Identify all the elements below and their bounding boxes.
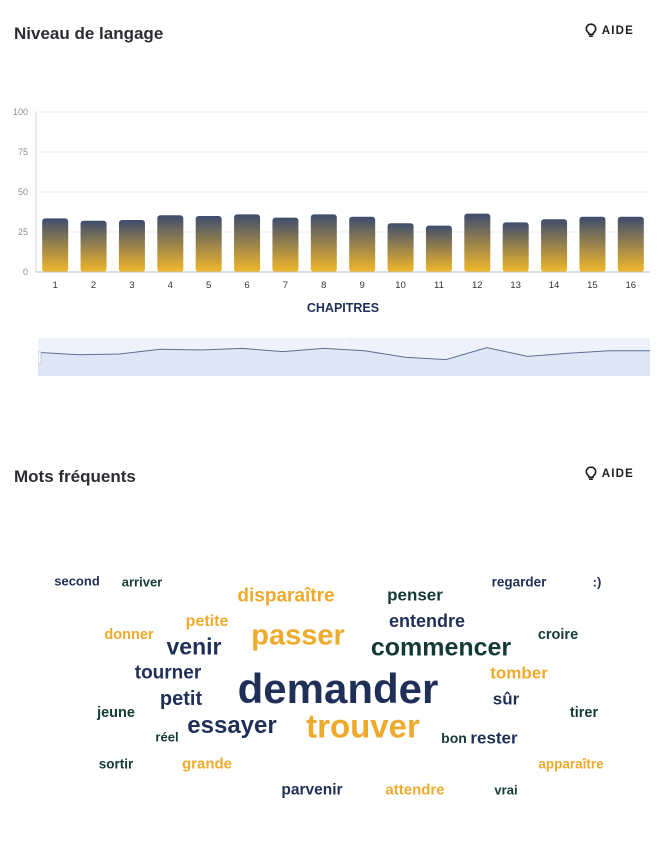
words-help-label: AIDE — [601, 468, 634, 480]
word-tomber: tomber — [490, 663, 548, 683]
lightbulb-icon — [585, 23, 597, 37]
x-tick-label: 1 — [53, 280, 58, 291]
word-regarder: regarder — [491, 574, 547, 590]
word-petit: petit — [159, 688, 203, 710]
word-passer: passer — [251, 619, 345, 652]
word-donner: donner — [104, 626, 154, 643]
words-section-title: Mots fréquents — [14, 467, 136, 486]
word-smiley: :) — [592, 574, 602, 590]
level-help-label: AIDE — [601, 25, 634, 37]
word-penser: penser — [387, 585, 443, 605]
bar-chapter-4[interactable] — [157, 215, 184, 272]
word-commencer: commencer — [370, 633, 512, 662]
x-tick-label: 7 — [283, 280, 288, 291]
bar-chapter-15[interactable] — [579, 216, 606, 272]
y-tick-label: 50 — [18, 187, 28, 197]
word-sûr: sûr — [492, 689, 520, 709]
word-tirer: tirer — [569, 704, 599, 721]
word-apparaître: apparaître — [538, 756, 604, 772]
x-tick-label: 16 — [626, 280, 637, 291]
x-tick-label: 13 — [510, 280, 521, 291]
navigator-area — [38, 347, 650, 376]
bar-chapter-6[interactable] — [234, 214, 261, 272]
x-tick-label: 11 — [434, 280, 444, 291]
word-sortir: sortir — [98, 756, 134, 772]
bar-chapter-11[interactable] — [425, 225, 452, 272]
x-tick-label: 12 — [472, 280, 483, 291]
word-vrai: vrai — [494, 782, 518, 798]
words-help-button[interactable]: AIDE — [585, 466, 634, 482]
word-trouver: trouver — [306, 707, 420, 745]
bar-chapter-10[interactable] — [387, 223, 414, 272]
word-entendre: entendre — [388, 611, 466, 631]
y-tick-label: 0 — [23, 267, 28, 277]
y-tick-label: 75 — [18, 147, 28, 157]
bar-chapter-2[interactable] — [80, 220, 107, 272]
x-tick-label: 4 — [168, 280, 173, 291]
word-cloud: second arriver regarder:) disparaître penser… — [0, 560, 663, 810]
x-tick-label: 10 — [395, 280, 406, 291]
navigator-line — [38, 347, 650, 361]
navigator-left-handle[interactable] — [38, 351, 42, 365]
bar-chapter-7[interactable] — [272, 217, 299, 272]
word-bon: bon — [441, 730, 467, 746]
lightbulb-icon — [585, 466, 597, 480]
bar-chapter-1[interactable] — [42, 218, 69, 272]
y-tick-label: 25 — [18, 227, 28, 237]
x-axis-title: CHAPITRES — [307, 301, 379, 315]
x-tick-label: 9 — [360, 280, 365, 291]
x-tick-label: 15 — [587, 280, 598, 291]
x-tick-label: 6 — [244, 280, 249, 291]
level-help-button[interactable]: AIDE — [585, 23, 634, 39]
range-navigator[interactable] — [38, 338, 650, 376]
word-essayer: essayer — [187, 712, 277, 739]
word-rester: rester — [470, 728, 518, 748]
bar-chapter-13[interactable] — [502, 222, 529, 272]
bar-chapter-16[interactable] — [617, 216, 644, 272]
word-second: second — [54, 573, 100, 589]
word-jeune: jeune — [97, 704, 135, 721]
word-venir: venir — [166, 633, 222, 660]
word-grande: grande — [181, 755, 233, 773]
bar-chapter-5[interactable] — [195, 216, 222, 272]
x-tick-label: 8 — [321, 280, 326, 291]
word-petite: petite — [185, 613, 229, 630]
word-parvenir: parvenir — [281, 781, 343, 799]
bar-chapter-8[interactable] — [310, 214, 337, 272]
x-tick-label: 2 — [91, 280, 96, 291]
word-réel: réel — [155, 729, 179, 745]
word-croire: croire — [537, 626, 579, 643]
navigator-right-handle[interactable] — [344, 340, 347, 343]
bar-chapter-9[interactable] — [349, 216, 376, 272]
bar-chapter-3[interactable] — [118, 220, 145, 272]
x-tick-label: 5 — [206, 280, 211, 291]
level-section-title: Niveau de langage — [14, 24, 164, 43]
bar-chapter-14[interactable] — [541, 219, 568, 272]
word-tourner: tourner — [134, 662, 202, 684]
bar-chapter-12[interactable] — [464, 213, 491, 272]
x-tick-label: 14 — [549, 280, 560, 291]
word-disparaître: disparaître — [237, 585, 335, 607]
word-demander: demander — [237, 665, 439, 712]
word-arriver: arriver — [121, 574, 163, 590]
word-attendre: attendre — [385, 781, 445, 799]
y-tick-label: 100 — [13, 107, 28, 117]
x-tick-label: 3 — [129, 280, 134, 291]
